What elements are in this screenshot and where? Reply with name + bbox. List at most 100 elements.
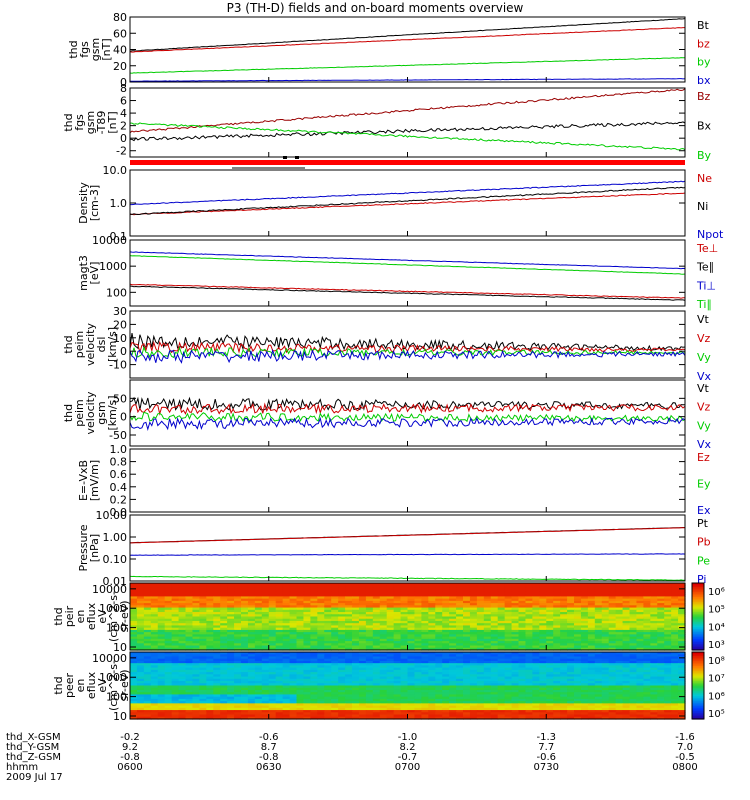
spectrogram-cell	[386, 672, 395, 675]
spectrogram-cell	[608, 618, 617, 622]
spectrogram-cell	[241, 600, 249, 604]
spectrogram-cell	[574, 672, 582, 675]
spectrogram-cell	[650, 656, 658, 660]
spectrogram-cell	[254, 620, 263, 624]
y-tick-label: 8	[120, 82, 127, 95]
spectrogram-cell	[338, 620, 346, 624]
spectrogram-cell	[622, 689, 631, 693]
spectrogram-cell	[469, 614, 478, 618]
spectrogram-cell	[449, 618, 457, 622]
spectrogram-cell	[650, 612, 658, 615]
spectrogram-cell	[164, 629, 173, 633]
spectrogram-cell	[553, 674, 561, 678]
spectrogram-cell	[352, 712, 360, 716]
spectrogram-cell	[601, 687, 610, 691]
spectrogram-cell	[643, 589, 651, 593]
spectrogram-cell	[553, 660, 561, 664]
spectrogram-cell	[400, 625, 409, 629]
spectrogram-cell	[303, 629, 311, 633]
spectrogram-cell	[615, 632, 624, 635]
spectrogram-cell	[678, 641, 686, 644]
spectrogram-cell	[386, 685, 395, 689]
spectrogram-cell	[428, 692, 436, 696]
spectrogram-cell	[456, 681, 464, 684]
spectrogram-cell	[268, 674, 277, 678]
spectrogram-cell	[345, 696, 353, 700]
spectrogram-cell	[199, 605, 207, 609]
spectrogram-cell	[379, 694, 388, 698]
spectrogram-cell	[525, 685, 533, 689]
spectrogram-cell	[386, 591, 395, 595]
spectrogram-cell	[254, 710, 263, 713]
spectrogram-cell	[629, 623, 638, 627]
spectrogram-cell	[143, 641, 152, 644]
spectrogram-cell	[268, 625, 277, 629]
spectrogram-cell	[428, 591, 436, 595]
spectrogram-cell	[664, 643, 672, 647]
spectrogram-cell	[247, 707, 256, 711]
spectrogram-cell	[580, 605, 589, 609]
spectrogram-cell	[331, 603, 339, 606]
spectrogram-cell	[247, 705, 256, 709]
spectrogram-cell	[567, 647, 575, 651]
spectrogram-cell	[254, 694, 263, 698]
spectrogram-cell	[435, 672, 443, 675]
spectrogram-cell	[185, 634, 194, 638]
spectrogram-cell	[310, 625, 318, 629]
spectrogram-cell	[150, 707, 159, 711]
spectrogram-cell	[157, 634, 166, 638]
spectrogram-cell	[157, 681, 166, 684]
spectrogram-cell	[310, 669, 318, 673]
spectrogram-cell	[442, 645, 450, 649]
spectrogram-cell	[220, 687, 228, 691]
spectrogram-cell	[317, 712, 325, 716]
spectrogram-cell	[338, 603, 346, 606]
spectrogram-cell	[650, 620, 658, 624]
spectrogram-cell	[525, 683, 533, 687]
spectrogram-cell	[234, 605, 242, 609]
spectrogram-cell	[511, 587, 520, 591]
spectrogram-cell	[317, 605, 325, 609]
spectrogram-cell	[594, 710, 603, 713]
spectrogram-cell	[143, 692, 152, 696]
spectrogram-cell	[227, 656, 235, 660]
spectrogram-cell	[143, 687, 152, 691]
spectrogram-cell	[601, 698, 610, 702]
spectrogram-cell	[400, 660, 409, 664]
spectrogram-cell	[476, 692, 485, 696]
spectrogram-cell	[567, 596, 575, 600]
spectrogram-cell	[220, 603, 228, 606]
spectrogram-cell	[310, 600, 318, 604]
spectrogram-cell	[317, 692, 325, 696]
spectrogram-cell	[449, 612, 457, 615]
spectrogram-cell	[414, 607, 422, 611]
spectrogram-cell	[525, 585, 533, 589]
spectrogram-cell	[365, 623, 374, 627]
spectrogram-cell	[435, 654, 443, 658]
spectrogram-cell	[650, 694, 658, 698]
spectrogram-cell	[622, 678, 631, 682]
spectrogram-cell	[463, 641, 471, 644]
spectrogram-cell	[615, 698, 624, 702]
spectrogram-cell	[206, 600, 214, 604]
spectrogram-cell	[393, 676, 402, 680]
spectrogram-cell	[289, 660, 298, 664]
spectrogram-cell	[268, 634, 277, 638]
spectrogram-cell	[580, 707, 589, 711]
spectrogram-cell	[241, 656, 249, 660]
spectrogram-cell	[678, 600, 686, 604]
spectrogram-cell	[469, 603, 478, 606]
legend-Vx: Vx	[697, 370, 712, 383]
spectrogram-cell	[143, 658, 152, 662]
spectrogram-cell	[289, 609, 298, 613]
spectrogram-cell	[518, 656, 527, 660]
spectrogram-cell	[539, 707, 547, 711]
spectrogram-cell	[220, 701, 228, 704]
spectrogram-cell	[352, 627, 360, 631]
spectrogram-cell	[130, 665, 138, 669]
spectrogram-cell	[490, 585, 499, 589]
spectrogram-cell	[143, 643, 152, 647]
spectrogram-cell	[379, 614, 388, 618]
spectrogram-cell	[601, 641, 610, 644]
spectrogram-cell	[407, 658, 416, 662]
